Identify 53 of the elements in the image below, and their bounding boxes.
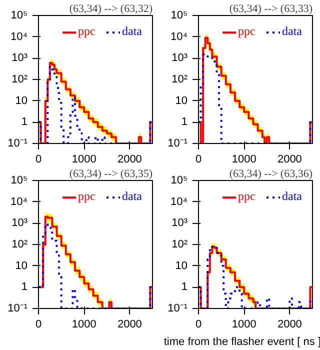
y-tick-label: 10³ [172, 217, 188, 230]
y-tick-label: 10⁴ [10, 30, 28, 43]
y-tick-label: 1 [21, 116, 28, 128]
y-tick-label: 10⁵ [10, 174, 28, 186]
x-tick-label: 1000 [232, 318, 256, 330]
y-tick-label: 1 [181, 281, 188, 294]
legend-label: data [122, 189, 142, 204]
y-tick-label: 10⁻¹ [168, 138, 188, 150]
x-tick-label: 2000 [277, 318, 302, 330]
chart-title: (63,34) --> (63,36) [229, 168, 313, 180]
y-tick-label: 10⁻¹ [8, 302, 28, 314]
chart-title: (63,34) --> (63,32) [69, 3, 153, 15]
y-tick-label: 10⁵ [170, 174, 188, 186]
y-tick-label: 10² [12, 74, 28, 86]
x-tick-label: 0 [35, 154, 42, 166]
x-tick-label: 2000 [117, 318, 142, 330]
y-tick-label: 10³ [12, 52, 28, 64]
y-tick-label: 10⁴ [10, 196, 28, 208]
y-tick-label: 10 [15, 94, 28, 107]
y-tick-label: 10² [12, 238, 28, 250]
legend-label: data [122, 24, 142, 39]
y-tick-label: 10³ [172, 52, 188, 64]
x-tick-label: 0 [195, 154, 202, 166]
x-tick-label: 0 [35, 318, 42, 330]
chart-title: (63,34) --> (63,35) [69, 168, 153, 180]
text: ppc [238, 24, 256, 39]
y-tick-label: 1 [21, 281, 28, 294]
y-tick-label: 10 [15, 260, 28, 272]
text: ppc [238, 189, 256, 204]
legend-label: data [282, 24, 302, 39]
x-tick-label: 1000 [232, 154, 256, 166]
x-tick-label: 2000 [277, 154, 302, 166]
y-tick-label: 10² [172, 238, 188, 250]
legend-label: ppc [78, 24, 96, 39]
y-tick-label: 10⁵ [170, 10, 188, 22]
y-tick-label: 10⁴ [170, 196, 188, 208]
legend-label: data [282, 189, 302, 204]
x-axis-title: time from the flasher event [ ns ] [164, 335, 320, 350]
y-tick-label: 10² [172, 74, 188, 86]
x-tick-label: 1000 [72, 154, 96, 166]
y-tick-label: 10 [175, 94, 188, 107]
chart-title: (63,34) --> (63,33) [229, 3, 313, 15]
y-tick-label: 10 [175, 260, 188, 272]
y-tick-label: 1 [181, 116, 188, 128]
y-tick-label: 10⁻¹ [8, 138, 28, 150]
x-tick-label: 1000 [72, 318, 96, 330]
x-tick-label: 2000 [117, 154, 142, 166]
y-tick-label: 10⁴ [170, 30, 188, 43]
y-tick-label: 10⁻¹ [168, 302, 188, 314]
legend-label: ppc [78, 189, 96, 204]
y-tick-label: 10⁵ [10, 10, 28, 22]
x-tick-label: 0 [195, 318, 202, 330]
y-tick-label: 10³ [12, 217, 28, 230]
